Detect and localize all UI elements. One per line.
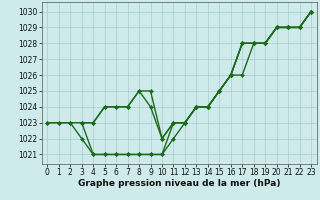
X-axis label: Graphe pression niveau de la mer (hPa): Graphe pression niveau de la mer (hPa) <box>78 179 280 188</box>
